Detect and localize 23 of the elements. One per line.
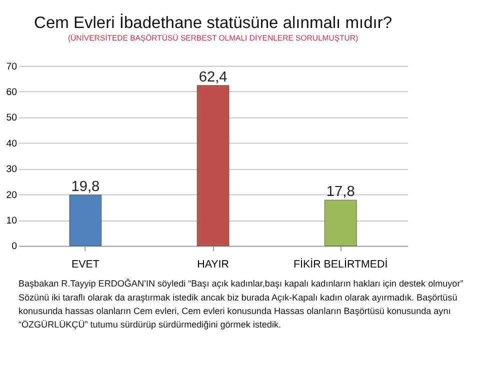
chart-title: Cem Evleri İbadethane statüsüne alınmalı mıdır? [34, 12, 392, 32]
bar [196, 85, 230, 246]
y-tick-label: 70 [6, 61, 18, 72]
y-tick-label: 40 [6, 138, 18, 150]
text: konusunda hassas olanların Cem evleri, Cem evleri konusunda Hassas olanların Başörtüsü konusunda aynı [18, 306, 451, 316]
x-tick-label: EVET [72, 258, 100, 271]
x-tick-label: HAYIR [197, 258, 230, 271]
x-tick-label: FİKİR BELİRTMEDİ [293, 258, 388, 271]
y-tick-label: 0 [12, 241, 18, 252]
chart-subtitle: (ÜNİVERSİTEDE BAŞÖRTÜSÜ SERBEST OLMALI DİYENLERE SORULMUŞTUR) [68, 34, 359, 43]
y-tick-label: 30 [6, 164, 18, 176]
text: Başbakan R.Tayyip ERDOĞAN’IN söyledi “Başı açık kadınlar,başı kapalı kadınların hakları için destek olmuyor” [18, 278, 464, 289]
bar [69, 194, 102, 246]
text: Sözünü iki taraflı olarak da araştırmak istedik ancak biz burada Açık-Kapalı kadın olarak ayırmadık. Başörtüsü [18, 292, 458, 302]
y-tick-label: 10 [6, 216, 18, 227]
data-label: 62,4 [198, 70, 228, 86]
data-label: 19,8 [71, 179, 100, 196]
text: “ÖZGÜRLÜKÇÜ” tutumu sürdürüp sürdürmediğini görmek istedik. [18, 320, 281, 330]
bar [324, 200, 357, 246]
y-tick-label: 60 [6, 86, 18, 98]
data-label: 17,8 [326, 184, 355, 200]
y-tick-label: 50 [6, 112, 18, 124]
y-tick-label: 20 [6, 190, 18, 201]
